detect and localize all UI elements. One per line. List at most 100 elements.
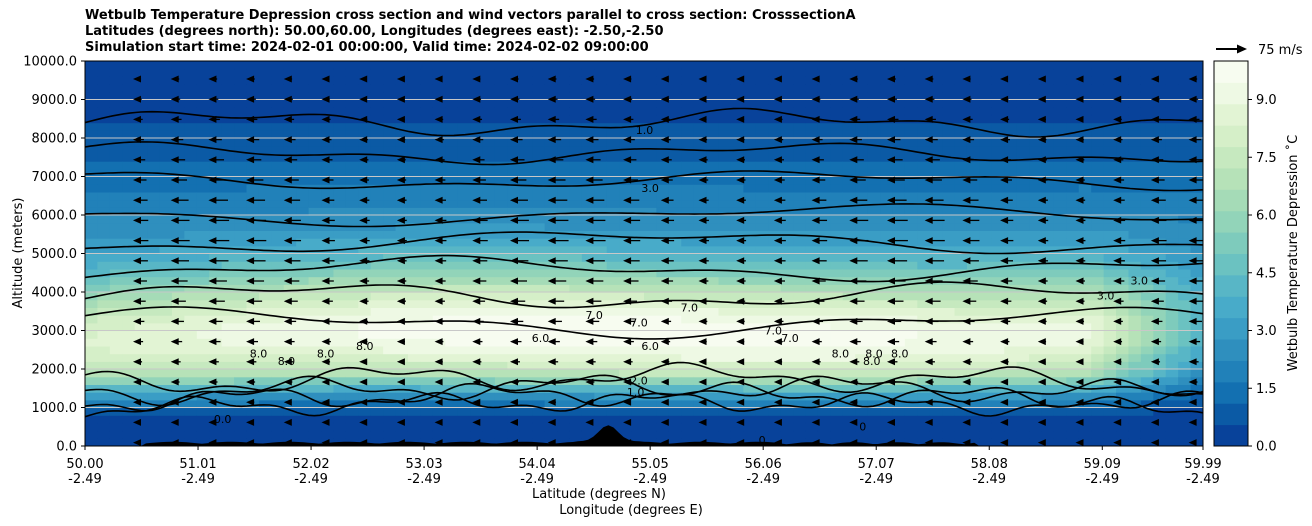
field-cell	[395, 284, 409, 293]
field-cell	[1153, 84, 1167, 93]
field-cell	[855, 353, 869, 362]
field-cell	[1016, 430, 1030, 439]
field-cell	[196, 422, 210, 432]
field-cell	[1153, 415, 1167, 424]
field-cell	[221, 76, 235, 85]
field-cell	[644, 330, 658, 339]
field-cell	[954, 76, 968, 85]
wind-arrow-head	[133, 75, 141, 83]
field-cell	[743, 245, 757, 255]
field-cell	[97, 307, 111, 316]
field-cell	[370, 407, 384, 416]
field-cell	[730, 138, 744, 147]
field-cell	[805, 307, 819, 316]
field-cell	[482, 222, 496, 231]
field-cell	[917, 322, 931, 332]
field-cell	[1004, 322, 1018, 332]
field-cell	[333, 299, 347, 308]
field-cell	[681, 284, 695, 293]
field-cell	[184, 299, 198, 308]
field-cell	[954, 176, 968, 185]
field-cell	[706, 191, 720, 201]
field-cell	[383, 245, 397, 255]
field-cell	[532, 299, 546, 308]
field-cell	[730, 153, 744, 162]
field-cell	[159, 122, 173, 131]
field-cell	[817, 207, 831, 216]
field-cell	[730, 330, 744, 339]
field-cell	[407, 68, 421, 77]
field-cell	[830, 145, 844, 154]
field-cell	[581, 384, 595, 393]
field-cell	[1004, 207, 1018, 216]
field-cell	[743, 122, 757, 131]
field-cell	[793, 107, 807, 116]
field-cell	[693, 161, 707, 170]
field-cell	[917, 145, 931, 154]
field-cell	[929, 430, 943, 439]
field-cell	[929, 130, 943, 139]
field-cell	[569, 407, 583, 416]
field-cell	[234, 230, 248, 239]
field-cell	[768, 415, 782, 424]
field-cell	[644, 161, 658, 170]
field-cell	[1029, 261, 1043, 270]
field-cell	[1153, 345, 1167, 355]
field-cell	[668, 315, 682, 324]
field-cell	[1190, 292, 1203, 301]
field-cell	[494, 168, 508, 178]
field-cell	[532, 345, 546, 355]
field-cell	[693, 376, 707, 385]
wind-arrow-head	[246, 176, 255, 184]
field-cell	[805, 68, 819, 77]
field-cell	[507, 415, 521, 424]
field-cell	[109, 122, 123, 131]
field-cell	[196, 161, 210, 170]
field-cell	[470, 161, 484, 170]
field-cell	[880, 361, 894, 370]
field-cell	[358, 330, 372, 339]
field-cell	[668, 215, 682, 224]
field-cell	[1178, 338, 1192, 347]
field-cell	[85, 438, 99, 446]
field-cell	[954, 107, 968, 116]
field-cell	[668, 361, 682, 370]
field-cell	[631, 376, 645, 385]
field-cell	[1116, 307, 1130, 316]
wind-arrow-head	[170, 95, 179, 103]
field-cell	[1029, 369, 1043, 378]
field-cell	[532, 276, 546, 285]
field-cell	[594, 253, 608, 262]
field-cell	[557, 415, 571, 424]
field-cell	[258, 84, 272, 93]
field-cell	[693, 322, 707, 332]
field-cell	[122, 384, 136, 393]
wind-arrow	[321, 115, 331, 123]
field-cell	[171, 369, 185, 378]
field-cell	[1165, 253, 1179, 262]
field-cell	[1066, 91, 1080, 101]
field-cell	[358, 430, 372, 439]
field-cell	[768, 153, 782, 162]
field-cell	[805, 438, 819, 446]
field-cell	[780, 68, 794, 77]
field-cell	[880, 245, 894, 255]
field-cell	[1178, 268, 1192, 278]
field-cell	[283, 307, 297, 316]
field-cell	[196, 392, 210, 401]
field-cell	[407, 407, 421, 416]
field-cell	[1066, 361, 1080, 370]
field-cell	[606, 176, 620, 185]
field-cell	[1190, 184, 1203, 193]
field-cell	[730, 376, 744, 385]
field-cell	[544, 399, 558, 409]
wind-arrow-head	[133, 156, 141, 164]
wind-arrow	[246, 75, 255, 83]
field-cell	[880, 422, 894, 432]
field-cell	[544, 230, 558, 239]
field-cell	[184, 68, 198, 77]
field-cell	[258, 68, 272, 77]
field-cell	[308, 99, 322, 108]
field-cell	[97, 215, 111, 224]
field-cell	[345, 422, 359, 432]
